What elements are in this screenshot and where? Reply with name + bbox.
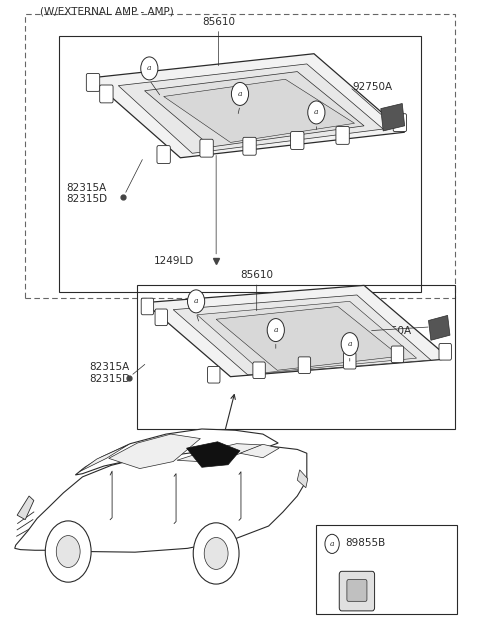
Text: 92750A: 92750A — [352, 82, 392, 92]
FancyBboxPatch shape — [100, 85, 113, 103]
Polygon shape — [177, 444, 263, 462]
Text: a: a — [238, 90, 242, 98]
Text: (W/EXTERNAL AMP - AMP): (W/EXTERNAL AMP - AMP) — [39, 6, 173, 16]
Circle shape — [231, 83, 249, 105]
FancyBboxPatch shape — [141, 298, 154, 315]
FancyBboxPatch shape — [298, 357, 311, 374]
Polygon shape — [381, 103, 405, 131]
Text: 92750A: 92750A — [371, 326, 411, 336]
Text: a: a — [348, 340, 352, 348]
Polygon shape — [197, 301, 417, 373]
Polygon shape — [90, 54, 405, 158]
FancyBboxPatch shape — [393, 113, 407, 131]
Circle shape — [325, 535, 339, 553]
FancyBboxPatch shape — [290, 131, 304, 149]
Polygon shape — [297, 470, 308, 488]
Text: 82315D: 82315D — [66, 194, 107, 204]
Polygon shape — [216, 306, 400, 370]
Circle shape — [341, 333, 359, 356]
Bar — [25, 14, 455, 298]
FancyBboxPatch shape — [157, 146, 170, 163]
Circle shape — [204, 538, 228, 569]
Polygon shape — [17, 496, 34, 520]
Polygon shape — [429, 315, 450, 340]
Bar — [316, 525, 457, 614]
FancyBboxPatch shape — [200, 139, 213, 157]
Text: a: a — [274, 326, 278, 334]
Circle shape — [45, 521, 91, 582]
Polygon shape — [118, 64, 383, 153]
Circle shape — [308, 101, 325, 124]
Text: a: a — [147, 64, 152, 72]
Text: 85610: 85610 — [202, 17, 235, 27]
Circle shape — [193, 523, 239, 584]
Polygon shape — [187, 442, 240, 467]
FancyBboxPatch shape — [207, 367, 220, 383]
Text: 85610: 85610 — [240, 271, 273, 280]
Text: 82315A: 82315A — [90, 362, 130, 372]
FancyBboxPatch shape — [391, 346, 404, 363]
Polygon shape — [144, 72, 364, 147]
Text: a: a — [314, 108, 319, 117]
Circle shape — [141, 57, 158, 80]
Text: a: a — [194, 297, 198, 305]
Text: 1249LD: 1249LD — [154, 256, 194, 266]
FancyBboxPatch shape — [439, 344, 451, 360]
Polygon shape — [164, 79, 355, 142]
Polygon shape — [240, 444, 279, 458]
Text: a: a — [330, 540, 335, 548]
Polygon shape — [75, 429, 278, 475]
Polygon shape — [173, 295, 431, 375]
Text: 82315D: 82315D — [90, 374, 131, 384]
Circle shape — [56, 536, 80, 567]
Bar — [59, 37, 421, 292]
FancyBboxPatch shape — [86, 74, 100, 92]
Polygon shape — [144, 285, 450, 377]
Polygon shape — [15, 443, 307, 552]
FancyBboxPatch shape — [243, 137, 256, 155]
Text: 89855B: 89855B — [345, 538, 385, 547]
FancyBboxPatch shape — [347, 579, 367, 601]
Circle shape — [188, 290, 204, 313]
FancyBboxPatch shape — [155, 309, 168, 326]
FancyBboxPatch shape — [253, 362, 265, 379]
Circle shape — [267, 319, 284, 342]
Polygon shape — [79, 445, 128, 472]
FancyBboxPatch shape — [344, 353, 356, 369]
FancyBboxPatch shape — [339, 571, 374, 611]
FancyBboxPatch shape — [336, 126, 349, 144]
Bar — [137, 285, 455, 429]
Text: 82315A: 82315A — [66, 183, 106, 193]
Polygon shape — [109, 434, 200, 469]
